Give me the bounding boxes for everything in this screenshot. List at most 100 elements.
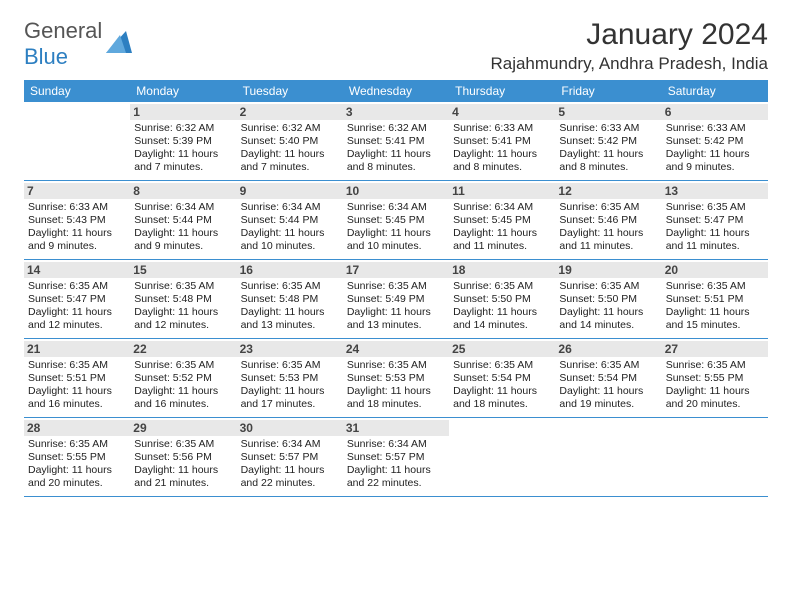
sunset-text: Sunset: 5:44 PM bbox=[241, 214, 339, 227]
sunrise-text: Sunrise: 6:35 AM bbox=[453, 280, 551, 293]
sunrise-text: Sunrise: 6:32 AM bbox=[241, 122, 339, 135]
day-cell: 19Sunrise: 6:35 AMSunset: 5:50 PMDayligh… bbox=[555, 260, 661, 338]
day-cell bbox=[555, 418, 661, 496]
sunrise-text: Sunrise: 6:35 AM bbox=[559, 359, 657, 372]
day-number: 5 bbox=[555, 104, 661, 120]
sunset-text: Sunset: 5:55 PM bbox=[666, 372, 764, 385]
sunrise-text: Sunrise: 6:35 AM bbox=[241, 280, 339, 293]
day-number: 26 bbox=[555, 341, 661, 357]
day-cell: 31 Sunrise: 6:34 AMSunset: 5:57 PMDayligh… bbox=[343, 418, 449, 496]
calendar-grid: Sunday Monday Tuesday Wednesday Thursday… bbox=[24, 80, 768, 497]
sunrise-text: Sunrise: 6:35 AM bbox=[134, 280, 232, 293]
day-cell: 6Sunrise: 6:33 AMSunset: 5:42 PMDaylight… bbox=[662, 102, 768, 180]
daylight-text: Daylight: 11 hours and 13 minutes. bbox=[347, 306, 445, 332]
sunset-text: Sunset: 5:52 PM bbox=[134, 372, 232, 385]
day-cell: 11Sunrise: 6:34 AMSunset: 5:45 PMDayligh… bbox=[449, 181, 555, 259]
sunset-text: Sunset: 5:56 PM bbox=[134, 451, 232, 464]
day-cell: 24Sunrise: 6:35 AMSunset: 5:53 PMDayligh… bbox=[343, 339, 449, 417]
day-number: 30 bbox=[237, 420, 343, 436]
sunrise-text: Sunrise: 6:33 AM bbox=[28, 201, 126, 214]
day-cell: 8Sunrise: 6:34 AMSunset: 5:44 PMDaylight… bbox=[130, 181, 236, 259]
day-cell: 21Sunrise: 6:35 AMSunset: 5:51 PMDayligh… bbox=[24, 339, 130, 417]
daylight-text: Daylight: 11 hours and 8 minutes. bbox=[347, 148, 445, 174]
sunset-text: Sunset: 5:45 PM bbox=[347, 214, 445, 227]
sunrise-text: Sunrise: 6:34 AM bbox=[134, 201, 232, 214]
day-cell: 2Sunrise: 6:32 AMSunset: 5:40 PMDaylight… bbox=[237, 102, 343, 180]
daylight-text: Daylight: 11 hours and 8 minutes. bbox=[453, 148, 551, 174]
sunset-text: Sunset: 5:49 PM bbox=[347, 293, 445, 306]
day-cell: 16 Sunrise: 6:35 AMSunset: 5:48 PMDayligh… bbox=[237, 260, 343, 338]
daylight-text: Daylight: 11 hours and 14 minutes. bbox=[559, 306, 657, 332]
sunset-text: Sunset: 5:50 PM bbox=[453, 293, 551, 306]
sunset-text: Sunset: 5:47 PM bbox=[666, 214, 764, 227]
sunset-text: Sunset: 5:57 PM bbox=[347, 451, 445, 464]
day-number: 29 bbox=[130, 420, 236, 436]
sunset-text: Sunset: 5:46 PM bbox=[559, 214, 657, 227]
day-info: Sunrise: 6:35 AMSunset: 5:48 PMDaylight:… bbox=[241, 280, 339, 333]
sunset-text: Sunset: 5:40 PM bbox=[241, 135, 339, 148]
day-info: Sunrise: 6:35 AMSunset: 5:50 PMDaylight:… bbox=[559, 280, 657, 333]
daylight-text: Daylight: 11 hours and 14 minutes. bbox=[453, 306, 551, 332]
daylight-text: Daylight: 11 hours and 12 minutes. bbox=[28, 306, 126, 332]
day-number: 24 bbox=[343, 341, 449, 357]
sunrise-text: Sunrise: 6:34 AM bbox=[241, 201, 339, 214]
daylight-text: Daylight: 11 hours and 11 minutes. bbox=[453, 227, 551, 253]
day-number: 1 bbox=[130, 104, 236, 120]
week-row: 1Sunrise: 6:32 AMSunset: 5:39 PMDaylight… bbox=[24, 102, 768, 181]
sunset-text: Sunset: 5:39 PM bbox=[134, 135, 232, 148]
daylight-text: Daylight: 11 hours and 20 minutes. bbox=[666, 385, 764, 411]
day-info: Sunrise: 6:33 AMSunset: 5:41 PMDaylight:… bbox=[453, 122, 551, 175]
sunrise-text: Sunrise: 6:35 AM bbox=[453, 359, 551, 372]
day-header: Thursday bbox=[449, 80, 555, 102]
daylight-text: Daylight: 11 hours and 15 minutes. bbox=[666, 306, 764, 332]
day-cell: 5Sunrise: 6:33 AMSunset: 5:42 PMDaylight… bbox=[555, 102, 661, 180]
day-info: Sunrise: 6:35 AMSunset: 5:50 PMDaylight:… bbox=[453, 280, 551, 333]
sunrise-text: Sunrise: 6:34 AM bbox=[241, 438, 339, 451]
day-info: Sunrise: 6:35 AMSunset: 5:56 PMDaylight:… bbox=[134, 438, 232, 491]
day-cell: 23Sunrise: 6:35 AMSunset: 5:53 PMDayligh… bbox=[237, 339, 343, 417]
day-cell: 20Sunrise: 6:35 AMSunset: 5:51 PMDayligh… bbox=[662, 260, 768, 338]
day-cell: 22Sunrise: 6:35 AMSunset: 5:52 PMDayligh… bbox=[130, 339, 236, 417]
week-row: 7Sunrise: 6:33 AMSunset: 5:43 PMDaylight… bbox=[24, 181, 768, 260]
sunrise-text: Sunrise: 6:33 AM bbox=[453, 122, 551, 135]
daylight-text: Daylight: 11 hours and 12 minutes. bbox=[134, 306, 232, 332]
day-info: Sunrise: 6:32 AMSunset: 5:39 PMDaylight:… bbox=[134, 122, 232, 175]
day-cell: 1 Sunrise: 6:32 AMSunset: 5:39 PMDaylight… bbox=[130, 102, 236, 180]
sunrise-text: Sunrise: 6:35 AM bbox=[347, 280, 445, 293]
day-number: 10 bbox=[343, 183, 449, 199]
daylight-text: Daylight: 11 hours and 16 minutes. bbox=[28, 385, 126, 411]
day-info: Sunrise: 6:34 AMSunset: 5:57 PMDaylight:… bbox=[347, 438, 445, 491]
day-info: Sunrise: 6:32 AMSunset: 5:40 PMDaylight:… bbox=[241, 122, 339, 175]
sunrise-text: Sunrise: 6:35 AM bbox=[241, 359, 339, 372]
title-block: January 2024 Rajahmundry, Andhra Pradesh… bbox=[490, 18, 768, 74]
sunset-text: Sunset: 5:48 PM bbox=[241, 293, 339, 306]
logo-text: General Blue bbox=[24, 18, 102, 70]
triangle-icon bbox=[106, 31, 132, 58]
daylight-text: Daylight: 11 hours and 19 minutes. bbox=[559, 385, 657, 411]
day-number: 15 bbox=[130, 262, 236, 278]
sunset-text: Sunset: 5:51 PM bbox=[28, 372, 126, 385]
sunrise-text: Sunrise: 6:35 AM bbox=[28, 280, 126, 293]
day-number: 28 bbox=[24, 420, 130, 436]
day-info: Sunrise: 6:35 AMSunset: 5:55 PMDaylight:… bbox=[666, 359, 764, 412]
day-number: 18 bbox=[449, 262, 555, 278]
week-row: 21Sunrise: 6:35 AMSunset: 5:51 PMDayligh… bbox=[24, 339, 768, 418]
day-info: Sunrise: 6:32 AMSunset: 5:41 PMDaylight:… bbox=[347, 122, 445, 175]
day-header: Tuesday bbox=[237, 80, 343, 102]
sunset-text: Sunset: 5:42 PM bbox=[559, 135, 657, 148]
day-info: Sunrise: 6:34 AMSunset: 5:45 PMDaylight:… bbox=[347, 201, 445, 254]
page-header: General Blue January 2024 Rajahmundry, A… bbox=[24, 18, 768, 74]
day-info: Sunrise: 6:35 AMSunset: 5:54 PMDaylight:… bbox=[559, 359, 657, 412]
day-cell bbox=[449, 418, 555, 496]
day-number: 16 bbox=[237, 262, 343, 278]
day-cell: 14Sunrise: 6:35 AMSunset: 5:47 PMDayligh… bbox=[24, 260, 130, 338]
sunset-text: Sunset: 5:55 PM bbox=[28, 451, 126, 464]
daylight-text: Daylight: 11 hours and 11 minutes. bbox=[559, 227, 657, 253]
daylight-text: Daylight: 11 hours and 9 minutes. bbox=[28, 227, 126, 253]
week-row: 28Sunrise: 6:35 AMSunset: 5:55 PMDayligh… bbox=[24, 418, 768, 497]
day-info: Sunrise: 6:35 AMSunset: 5:51 PMDaylight:… bbox=[28, 359, 126, 412]
day-number: 3 bbox=[343, 104, 449, 120]
daylight-text: Daylight: 11 hours and 18 minutes. bbox=[453, 385, 551, 411]
day-header: Sunday bbox=[24, 80, 130, 102]
day-number: 31 bbox=[343, 420, 449, 436]
